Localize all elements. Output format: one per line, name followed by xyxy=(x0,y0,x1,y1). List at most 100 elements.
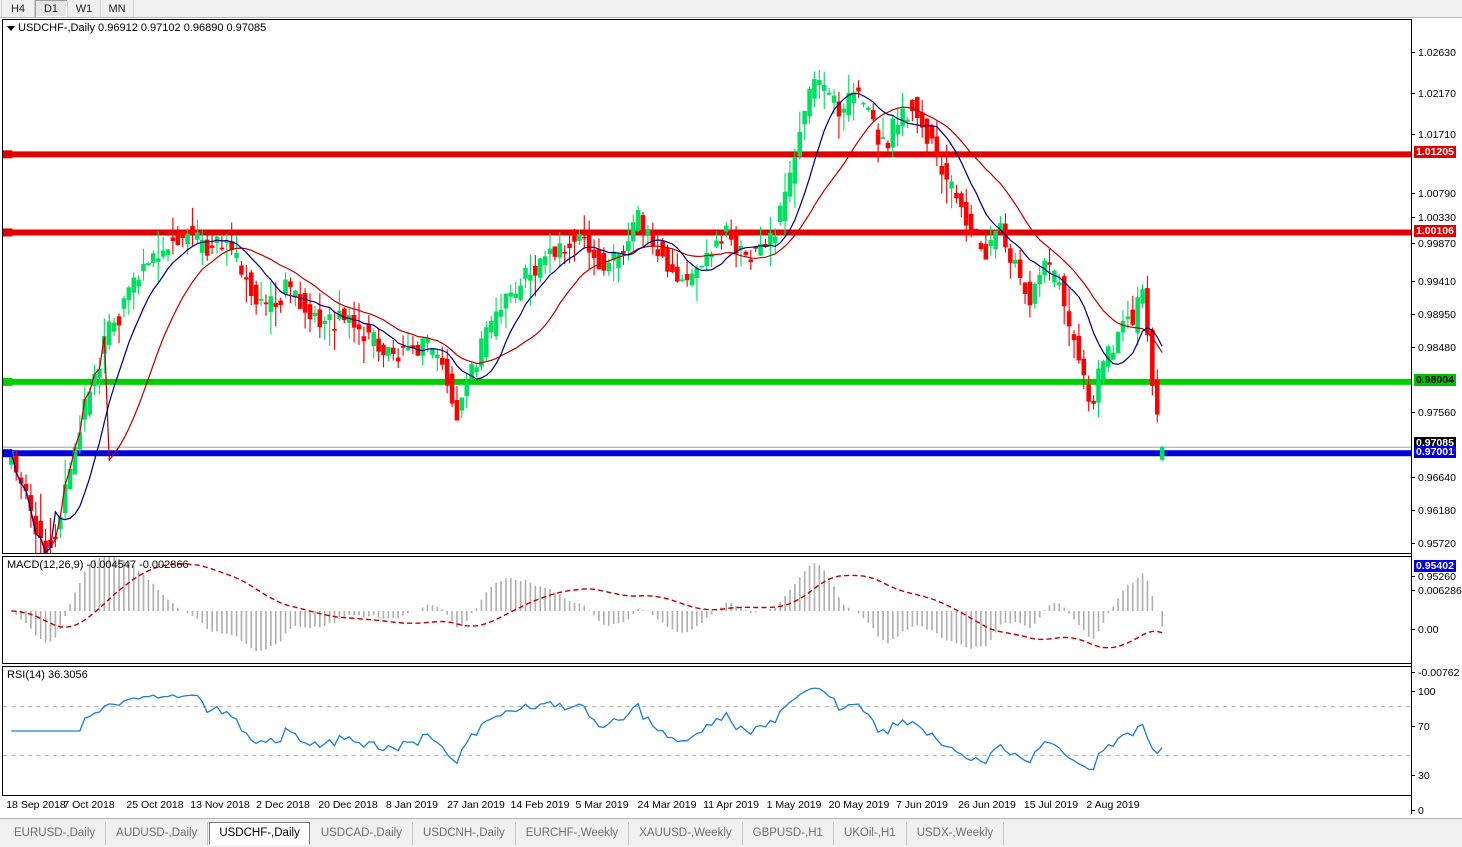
price-tick: 0.95260 xyxy=(1412,571,1462,583)
date-axis-label: 8 Jan 2019 xyxy=(386,799,438,811)
price-tick-label: 0.96640 xyxy=(1418,472,1456,484)
price-tick: -0.00762 xyxy=(1412,667,1462,679)
rsi-chart-canvas xyxy=(3,687,1412,771)
chart-tab-eurchf-weekly[interactable]: EURCHF-,Weekly xyxy=(516,821,630,845)
tick-mark xyxy=(1412,243,1415,244)
price-tick: 0.99410 xyxy=(1412,276,1462,288)
price-tick: 1.02170 xyxy=(1412,88,1462,100)
tick-mark xyxy=(1412,193,1415,194)
chart-tab-audusd-daily[interactable]: AUDUSD-,Daily xyxy=(106,821,209,845)
date-axis-label: 14 Feb 2019 xyxy=(510,799,570,811)
tick-mark xyxy=(1412,510,1415,511)
price-tick-label: 0.99870 xyxy=(1418,238,1456,250)
chart-tab-usdchf-daily[interactable]: USDCHF-,Daily xyxy=(209,821,310,845)
price-tick-label: 1.01710 xyxy=(1418,129,1456,141)
date-axis-label: 5 Mar 2019 xyxy=(575,799,629,811)
tick-mark xyxy=(1412,810,1415,811)
price-tick-label: 0.96180 xyxy=(1418,505,1456,517)
tick-mark xyxy=(1412,134,1415,135)
timeframe-button-d1[interactable]: D1 xyxy=(35,0,68,17)
date-axis-label: 7 Oct 2018 xyxy=(63,799,115,811)
price-tick: 0.96180 xyxy=(1412,505,1462,517)
date-axis-label: 11 Apr 2019 xyxy=(703,799,759,811)
tick-mark xyxy=(1412,281,1415,282)
price-level-badge-red[interactable]: 1.00106 xyxy=(1412,225,1462,237)
chart-tab-bar[interactable]: EURUSD-,Daily AUDUSD-,Daily USDCHF-,Daily U… xyxy=(0,818,1462,847)
tick-mark xyxy=(1412,412,1415,413)
price-tick-label: 0.95260 xyxy=(1418,571,1456,583)
tick-mark xyxy=(1412,217,1415,218)
date-axis-label: 13 Nov 2018 xyxy=(190,799,250,811)
date-axis-label: 2 Dec 2018 xyxy=(256,799,310,811)
price-tick-label: 0.97001 xyxy=(1414,446,1456,458)
timeframe-button-h4[interactable]: H4 xyxy=(2,0,35,17)
price-tick-label: 1.02630 xyxy=(1418,47,1456,59)
toolbar-separator xyxy=(0,0,2,17)
tick-mark xyxy=(1412,672,1415,673)
chart-area[interactable]: USDCHF-,Daily 0.96912 0.97102 0.96890 0.… xyxy=(0,19,1462,814)
price-chart-canvas xyxy=(3,69,1412,553)
date-axis-label: 1 May 2019 xyxy=(766,799,822,811)
price-tick: 0.95720 xyxy=(1412,538,1462,550)
price-tick-label: 0.99410 xyxy=(1418,276,1456,288)
price-level-badge-green[interactable]: 0.98004 xyxy=(1412,374,1462,386)
date-axis-label: 26 Jun 2019 xyxy=(958,799,1016,811)
chart-tab-eurusd-daily[interactable]: EURUSD-,Daily xyxy=(4,821,107,845)
tick-mark xyxy=(1412,347,1415,348)
price-tick: 0.99870 xyxy=(1412,238,1462,250)
chart-tab-ukoil-h1[interactable]: UKOil-,H1 xyxy=(834,821,907,845)
price-tick: 1.02630 xyxy=(1412,47,1462,59)
rsi-pane[interactable]: RSI(14) 36.3056 xyxy=(2,666,1413,796)
date-axis-label: 25 Oct 2018 xyxy=(126,799,184,811)
price-tick-label: 1.00106 xyxy=(1414,225,1456,237)
date-axis-label: 20 Dec 2018 xyxy=(318,799,378,811)
price-tick-label: 0.97560 xyxy=(1418,407,1456,419)
tick-mark xyxy=(1412,775,1415,776)
chart-tab-usdcnh-daily[interactable]: USDCNH-,Daily xyxy=(413,821,516,845)
price-tick-label: 1.01205 xyxy=(1414,146,1456,158)
tick-mark xyxy=(1412,543,1415,544)
timeframe-toolbar: H4 D1 W1 MN xyxy=(0,0,1462,18)
tick-mark xyxy=(1412,590,1415,591)
price-tick-label: 0 xyxy=(1418,805,1424,817)
chart-tab-usdcad-daily[interactable]: USDCAD-,Daily xyxy=(311,821,413,845)
tick-mark xyxy=(1412,576,1415,577)
chart-tab-xauusd-weekly[interactable]: XAUUSD-,Weekly xyxy=(629,821,743,845)
macd-chart-canvas xyxy=(11,557,1163,652)
price-tick: 1.01710 xyxy=(1412,129,1462,141)
date-axis-label: 24 Mar 2019 xyxy=(637,799,697,811)
price-tick: 0 xyxy=(1412,805,1462,817)
price-tick-label: 100 xyxy=(1418,686,1436,698)
price-tick: 0.00 xyxy=(1412,624,1462,636)
price-tick: 1.00330 xyxy=(1412,212,1462,224)
tick-mark xyxy=(1412,691,1415,692)
price-tick-label: 0.98004 xyxy=(1414,374,1456,386)
price-tick-label: 30 xyxy=(1418,770,1430,782)
timeframe-button-w1[interactable]: W1 xyxy=(68,0,101,17)
price-level-badge-blue[interactable]: 0.95402 xyxy=(1412,560,1462,572)
price-tick-label: 0.95720 xyxy=(1418,538,1456,550)
price-tick: 0.97560 xyxy=(1412,407,1462,419)
price-pane[interactable]: USDCHF-,Daily 0.96912 0.97102 0.96890 0.… xyxy=(2,19,1413,554)
date-axis: 18 Sep 2018 7 Oct 2018 25 Oct 2018 13 Nov 2… xyxy=(0,796,1411,818)
tick-mark xyxy=(1412,52,1415,53)
timeframe-button-mn[interactable]: MN xyxy=(101,0,134,17)
price-tick-label: 1.02170 xyxy=(1418,88,1456,100)
price-level-badge-blue[interactable]: 0.97001 xyxy=(1412,446,1462,458)
price-tick: 0.98480 xyxy=(1412,342,1462,354)
price-tick-label: 1.00790 xyxy=(1418,188,1456,200)
macd-pane[interactable]: MACD(12,26,9) -0.004547 -0.002866 xyxy=(2,556,1413,664)
price-tick: 0.006286 xyxy=(1412,585,1462,597)
price-tick-label: -0.00762 xyxy=(1418,667,1460,679)
price-tick-label: 0.006286 xyxy=(1418,585,1462,597)
chart-tab-usdx-weekly[interactable]: USDX-,Weekly xyxy=(907,821,1005,845)
price-scale[interactable]: 1.02630 1.02170 1.01710 1.01205 1.00790 1.003… xyxy=(1411,19,1462,817)
date-axis-label: 18 Sep 2018 xyxy=(6,799,66,811)
price-tick: 30 xyxy=(1412,770,1462,782)
price-tick-label: 0.98480 xyxy=(1418,342,1456,354)
chart-tab-gbpusd-h1[interactable]: GBPUSD-,H1 xyxy=(743,821,834,845)
price-level-badge-red[interactable]: 1.01205 xyxy=(1412,146,1462,158)
price-tick: 1.00790 xyxy=(1412,188,1462,200)
price-tick: 100 xyxy=(1412,686,1462,698)
tick-mark xyxy=(1412,629,1415,630)
